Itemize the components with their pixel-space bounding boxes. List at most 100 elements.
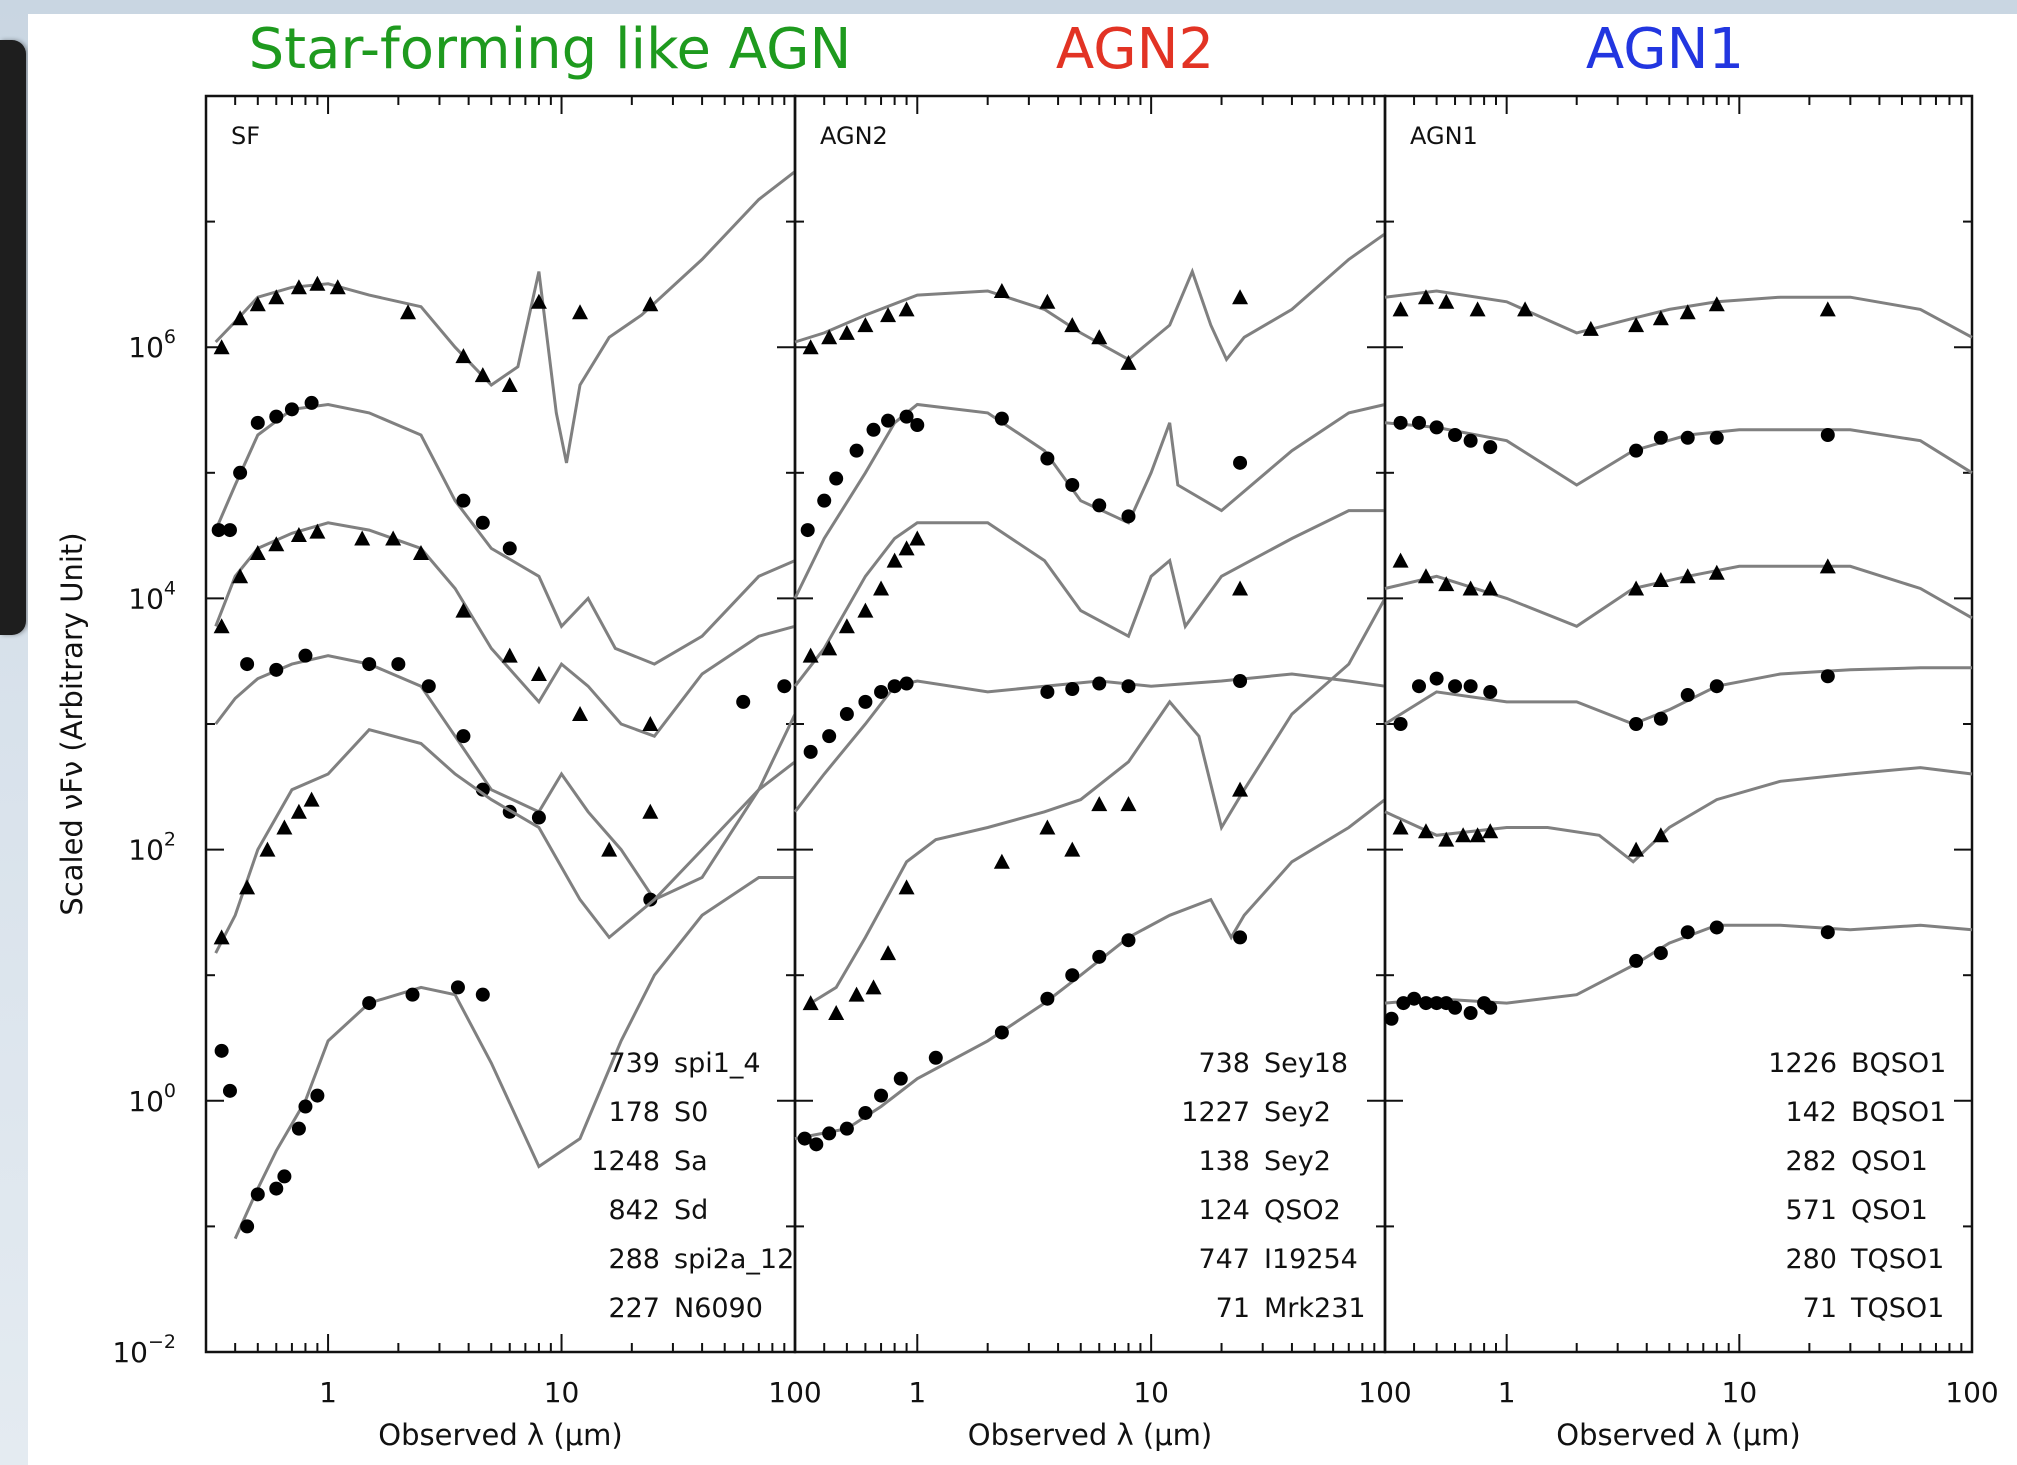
data-point-circle	[298, 648, 313, 663]
panel-title-1: AGN2	[1056, 17, 1214, 82]
data-point-triangle	[1469, 827, 1486, 843]
data-point-triangle	[1462, 580, 1479, 596]
data-point-circle	[240, 657, 255, 672]
data-point-circle	[1065, 681, 1080, 696]
data-point-triangle	[898, 540, 915, 556]
x-tick-label-10: 10	[544, 1376, 580, 1409]
legend-entry-number: 747	[1198, 1244, 1250, 1275]
data-point-circle	[1121, 933, 1136, 948]
legend-entry-number: 124	[1198, 1195, 1250, 1226]
data-point-circle	[1418, 996, 1433, 1011]
data-point-triangle	[1091, 329, 1108, 345]
data-point-triangle	[802, 647, 819, 663]
data-point-triangle	[1120, 354, 1137, 370]
data-point-triangle	[1232, 781, 1249, 797]
data-point-circle	[1653, 711, 1668, 726]
x-tick-label-1: 1	[1498, 1376, 1516, 1409]
sed-model-line	[214, 170, 796, 464]
data-point-triangle	[898, 301, 915, 317]
data-point-circle	[1629, 443, 1644, 458]
data-point-triangle	[821, 640, 838, 656]
data-point-circle	[800, 523, 815, 538]
data-point-triangle	[601, 841, 618, 857]
data-point-circle	[310, 1088, 325, 1103]
sed-model-line	[1384, 766, 1973, 864]
data-point-circle	[1065, 968, 1080, 983]
x-tick-label-100: 100	[1945, 1376, 1998, 1409]
data-point-circle	[1709, 679, 1724, 694]
data-point-triangle	[249, 296, 266, 312]
data-point-triangle	[1064, 841, 1081, 857]
legend-entry-number: 738	[1198, 1048, 1250, 1079]
data-point-circle	[839, 1121, 854, 1136]
data-point-circle	[362, 657, 377, 672]
data-point-triangle	[1628, 317, 1645, 333]
data-point-circle	[1680, 688, 1695, 703]
data-point-triangle	[1517, 301, 1534, 317]
legend-entry-name: spi1_4	[674, 1048, 761, 1079]
data-point-triangle	[642, 716, 659, 731]
data-point-circle	[1653, 430, 1668, 445]
data-point-triangle	[385, 530, 402, 546]
legend-entry-number: 282	[1785, 1146, 1837, 1177]
data-point-circle	[899, 676, 914, 691]
data-point-circle	[866, 422, 881, 437]
data-point-triangle	[1438, 576, 1455, 592]
data-point-triangle	[213, 618, 230, 634]
data-point-triangle	[848, 986, 865, 1002]
data-point-circle	[910, 418, 925, 433]
left-dark-tab	[0, 40, 26, 635]
data-point-triangle	[290, 803, 307, 819]
legend-entry-number: 142	[1785, 1097, 1837, 1128]
data-point-triangle	[821, 329, 838, 345]
data-point-circle	[822, 1126, 837, 1141]
x-axis-label: Observed λ (μm)	[378, 1418, 622, 1452]
panel-title-0: Star-forming like AGN	[249, 17, 852, 82]
data-point-triangle	[873, 580, 890, 596]
data-point-circle	[1463, 679, 1478, 694]
data-point-triangle	[268, 289, 285, 305]
data-point-triangle	[259, 841, 276, 857]
data-point-triangle	[572, 706, 589, 722]
data-point-triangle	[1039, 293, 1056, 309]
data-point-triangle	[865, 979, 882, 995]
legend-entry-number: 1227	[1181, 1097, 1250, 1128]
data-point-circle	[502, 541, 517, 556]
data-point-circle	[849, 443, 864, 458]
data-point-triangle	[1819, 301, 1836, 317]
data-point-triangle	[290, 279, 307, 295]
data-point-triangle	[802, 995, 819, 1011]
legend-entry-name: TQSO1	[1850, 1293, 1944, 1324]
data-point-circle	[456, 729, 471, 744]
data-point-triangle	[1469, 301, 1486, 317]
legend-entry-number: 571	[1785, 1195, 1837, 1226]
legend-entry-name: spi2a_12	[674, 1244, 794, 1275]
data-point-circle	[858, 1105, 873, 1120]
data-point-circle	[736, 694, 751, 709]
data-point-circle	[1065, 477, 1080, 492]
data-point-triangle	[1417, 568, 1434, 584]
data-point-circle	[643, 892, 658, 907]
data-point-circle	[1040, 684, 1055, 699]
data-point-circle	[1448, 679, 1463, 694]
data-point-triangle	[400, 304, 417, 320]
data-point-circle	[1411, 679, 1426, 694]
legend-entry-number: 842	[608, 1195, 660, 1226]
legend-entry-name: QSO2	[1264, 1195, 1341, 1226]
data-point-circle	[298, 1099, 313, 1114]
data-point-triangle	[838, 324, 855, 340]
sed-model-line	[1384, 564, 1973, 628]
data-point-circle	[1092, 676, 1107, 691]
data-point-circle	[1448, 1000, 1463, 1015]
panel-tag: AGN2	[820, 122, 888, 150]
data-point-triangle	[1652, 572, 1669, 588]
data-point-circle	[1709, 920, 1724, 935]
data-point-triangle	[232, 310, 249, 326]
y-tick-label-3: 100	[128, 1080, 176, 1118]
data-point-circle	[456, 493, 471, 508]
data-point-circle	[531, 810, 546, 825]
data-point-circle	[874, 684, 889, 699]
data-point-circle	[421, 679, 436, 694]
data-point-triangle	[501, 647, 518, 663]
data-point-circle	[1629, 717, 1644, 731]
